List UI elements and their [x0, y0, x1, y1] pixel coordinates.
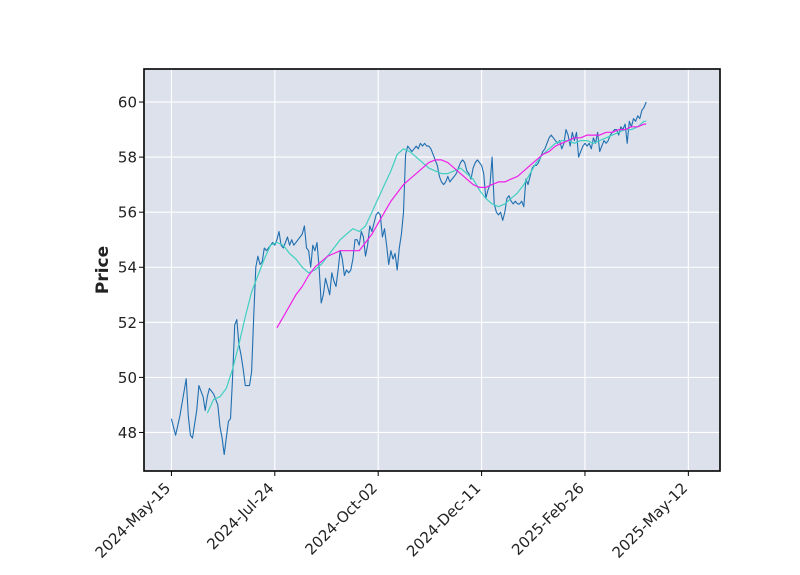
series-line-2 [206, 120, 647, 414]
x-tick-label: 2024-Oct-02 [302, 479, 382, 559]
y-tick-label: 58 [118, 149, 137, 167]
x-axis: 2024-May-15 2024-Jul-24 2024-Oct-02 2024-De… [92, 471, 692, 562]
series-layer [170, 101, 647, 456]
x-tick-label: 2024-Jul-24 [203, 479, 277, 553]
y-axis-title: Price [93, 246, 113, 294]
x-tick-label: 2025-May-12 [609, 479, 692, 562]
plot-background [144, 69, 720, 471]
x-tick-label: 2025-Feb-26 [508, 479, 588, 559]
y-tick-label: 52 [118, 314, 137, 332]
plot-frame [143, 68, 721, 472]
y-tick-label: 50 [118, 369, 137, 387]
y-tick-label: 56 [118, 204, 137, 222]
y-tick-label: 54 [118, 259, 137, 277]
series-line-3 [276, 123, 647, 329]
x-tick-label: 2024-May-15 [92, 479, 175, 562]
y-axis: 48 50 52 54 56 58 60 [118, 94, 144, 442]
y-tick-label: 48 [118, 424, 137, 442]
grid-lines [144, 69, 720, 471]
x-tick-label: 2024-Dec-11 [403, 479, 484, 560]
y-tick-label: 60 [118, 94, 137, 112]
